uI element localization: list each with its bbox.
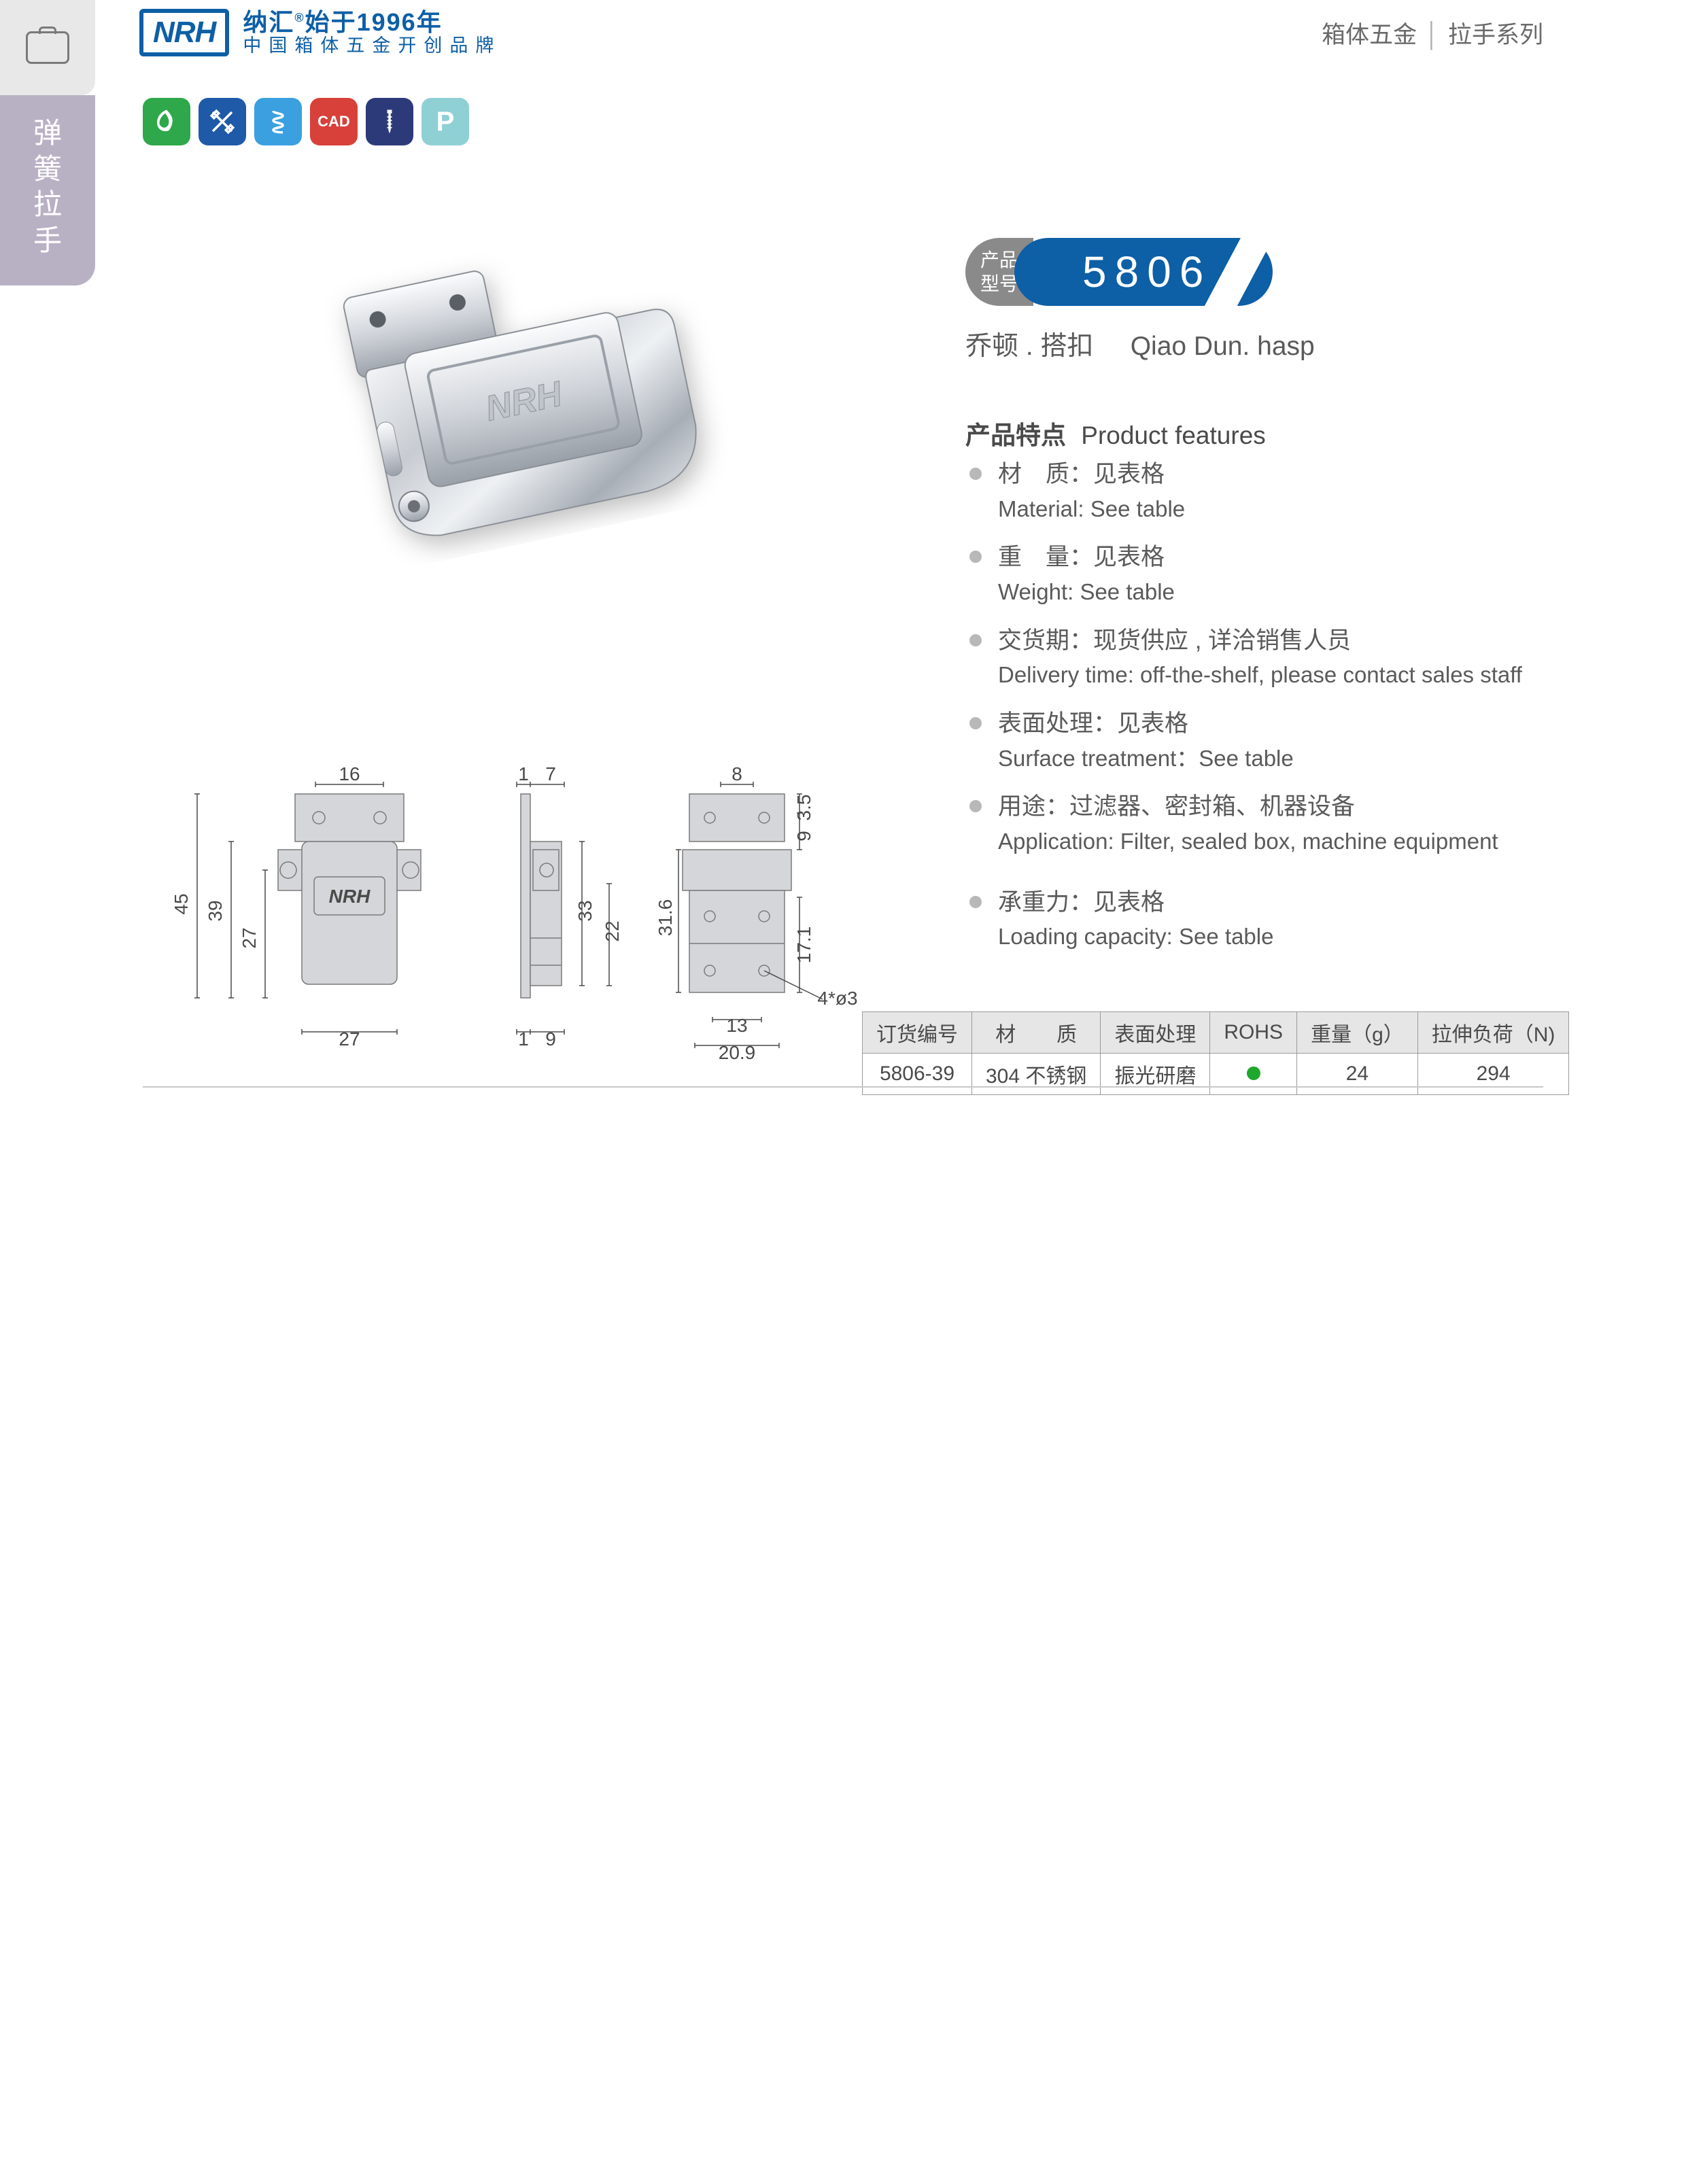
drawing-view-side: 1 7 33 22 1 9 (517, 763, 623, 1050)
feature-item: 承重力：见表格 Loading capacity: See table (965, 885, 1543, 953)
feature-icon-eco (143, 98, 190, 145)
features-title: 产品特点 Product features (965, 415, 1266, 451)
leaf-icon (152, 107, 181, 136)
feature-item: 重 量：见表格 Weight: See table (965, 540, 1543, 608)
sidebar: 弹 簧 拉 手 (0, 0, 95, 285)
sidebar-category-icon (26, 31, 69, 64)
dim-label: 31.6 (655, 899, 676, 937)
feature-en: Weight: See table (998, 576, 1543, 608)
table-cell-rohs (1210, 1054, 1297, 1095)
table-cell: 24 (1297, 1054, 1418, 1095)
feature-en: Surface treatment：See table (998, 742, 1543, 775)
table-header: 表面处理 (1101, 1012, 1210, 1054)
logo-area: NRH 纳汇®始于1996年 中国箱体五金开创品牌 (139, 9, 501, 56)
feature-icons-row: CAD P (143, 98, 469, 145)
drawing-view-back: 8 3.5 9 31.6 17.1 4*ø3 13 20.9 (655, 763, 858, 1063)
logo-brand-cn: 纳汇 (243, 8, 294, 36)
model-label-l1: 产品 (980, 248, 1018, 272)
sidebar-tab-char: 拉 (0, 187, 95, 223)
cad-label: CAD (317, 113, 350, 131)
dim-label: 22 (602, 920, 623, 941)
feature-icon-tools (199, 98, 246, 145)
technical-drawing: 16 NRH 45 39 27 27 1 7 33 22 1 (145, 761, 859, 1074)
page-header: NRH 纳汇®始于1996年 中国箱体五金开创品牌 箱体五金│拉手系列 (139, 0, 1543, 65)
rohs-dot-icon (1247, 1067, 1260, 1080)
feature-cn: 表面处理：见表格 (998, 706, 1543, 742)
dim-label: 16 (339, 763, 360, 784)
feature-icon-cad: CAD (310, 98, 358, 145)
model-badge: 产品 型号 5806 (965, 238, 1273, 306)
feature-icon-screw (366, 98, 413, 145)
dim-label: 7 (545, 763, 556, 784)
spec-table: 订货编号 材 质 表面处理 ROHS 重量（g） 拉伸负荷（N) 5806-39… (862, 1011, 1569, 1095)
header-cat1: 箱体五金 (1322, 22, 1417, 48)
dim-label: 9 (793, 831, 814, 842)
feature-item: 用途：过滤器、密封箱、机器设备 Application: Filter, sea… (965, 789, 1543, 857)
features-title-en: Product features (1081, 421, 1265, 449)
features-list: 材 质：见表格 Material: See table 重 量：见表格 Weig… (965, 457, 1543, 968)
sidebar-tab-char: 簧 (0, 152, 95, 188)
drawing-view-front: 16 NRH 45 39 27 27 (171, 763, 421, 1050)
divider-rule (143, 1086, 1543, 1088)
sidebar-tab-char: 手 (0, 223, 95, 259)
feature-item: 表面处理：见表格 Surface treatment：See table (965, 706, 1543, 774)
dim-label: 13 (726, 1015, 747, 1036)
dim-label: 45 (171, 893, 192, 914)
feature-cn: 材 质：见表格 (998, 457, 1543, 493)
table-row: 5806-39 304 不锈钢 振光研磨 24 294 (863, 1054, 1569, 1095)
model-label-l2: 型号 (980, 272, 1018, 296)
feature-en: Application: Filter, sealed box, machine… (998, 825, 1543, 858)
screw-icon (375, 107, 404, 136)
table-cell: 振光研磨 (1101, 1054, 1210, 1095)
feature-cn: 交货期：现货供应 , 详洽销售人员 (998, 623, 1543, 659)
features-title-cn: 产品特点 (965, 421, 1066, 449)
feature-icon-spring (254, 98, 302, 145)
header-category: 箱体五金│拉手系列 (1322, 16, 1543, 50)
p-label: P (436, 107, 455, 137)
header-cat2: 拉手系列 (1448, 22, 1543, 48)
logo-brand-line: 纳汇®始于1996年 (243, 9, 501, 36)
table-cell: 294 (1417, 1054, 1569, 1095)
table-header: 重量（g） (1297, 1012, 1418, 1054)
table-header: 订货编号 (863, 1012, 972, 1054)
logo-mark: NRH (139, 9, 229, 56)
product-name-en: Qiao Dun. hasp (1131, 332, 1315, 361)
model-number: 5806 (1014, 238, 1273, 306)
feature-en: Material: See table (998, 493, 1543, 525)
drawing-brand: NRH (329, 886, 371, 907)
feature-item: 交货期：现货供应 , 详洽销售人员 Delivery time: off-the… (965, 623, 1543, 691)
dim-label: 1 (518, 763, 529, 784)
feature-icon-parking: P (422, 98, 469, 145)
dim-label: 33 (574, 900, 596, 921)
logo-text: 纳汇®始于1996年 中国箱体五金开创品牌 (243, 9, 501, 56)
feature-cn: 承重力：见表格 (998, 885, 1543, 921)
dim-label: 8 (732, 763, 742, 784)
feature-cn: 重 量：见表格 (998, 540, 1543, 576)
dim-label: 39 (205, 900, 226, 921)
table-header: 拉伸负荷（N) (1417, 1012, 1569, 1054)
feature-cn: 用途：过滤器、密封箱、机器设备 (998, 789, 1543, 825)
product-name-cn: 乔顿 . 搭扣 (965, 332, 1094, 361)
table-cell: 5806-39 (863, 1054, 972, 1095)
product-name: 乔顿 . 搭扣 Qiao Dun. hasp (965, 325, 1315, 363)
feature-en: Loading capacity: See table (998, 920, 1543, 953)
table-header: 材 质 (972, 1012, 1101, 1054)
table-header: ROHS (1210, 1012, 1297, 1054)
sidebar-category-icon-box (0, 0, 95, 95)
spring-icon (264, 107, 292, 136)
product-photo: NRH (272, 204, 761, 598)
logo-brand-tagline: 中国箱体五金开创品牌 (243, 36, 501, 56)
logo-brand-since: 始于1996年 (305, 8, 443, 36)
dim-label: 4*ø3 (817, 988, 857, 1009)
tools-icon (208, 107, 237, 136)
feature-item: 材 质：见表格 Material: See table (965, 457, 1543, 525)
table-cell: 304 不锈钢 (972, 1054, 1101, 1095)
feature-en: Delivery time: off-the-shelf, please con… (998, 659, 1543, 691)
sidebar-tab-spring-handle: 弹 簧 拉 手 (0, 95, 95, 285)
sidebar-tab-char: 弹 (0, 116, 95, 152)
table-header-row: 订货编号 材 质 表面处理 ROHS 重量（g） 拉伸负荷（N) (863, 1012, 1569, 1054)
dim-label: 17.1 (793, 926, 814, 964)
dim-label: 3.5 (793, 795, 814, 821)
dim-label: 27 (239, 927, 260, 948)
